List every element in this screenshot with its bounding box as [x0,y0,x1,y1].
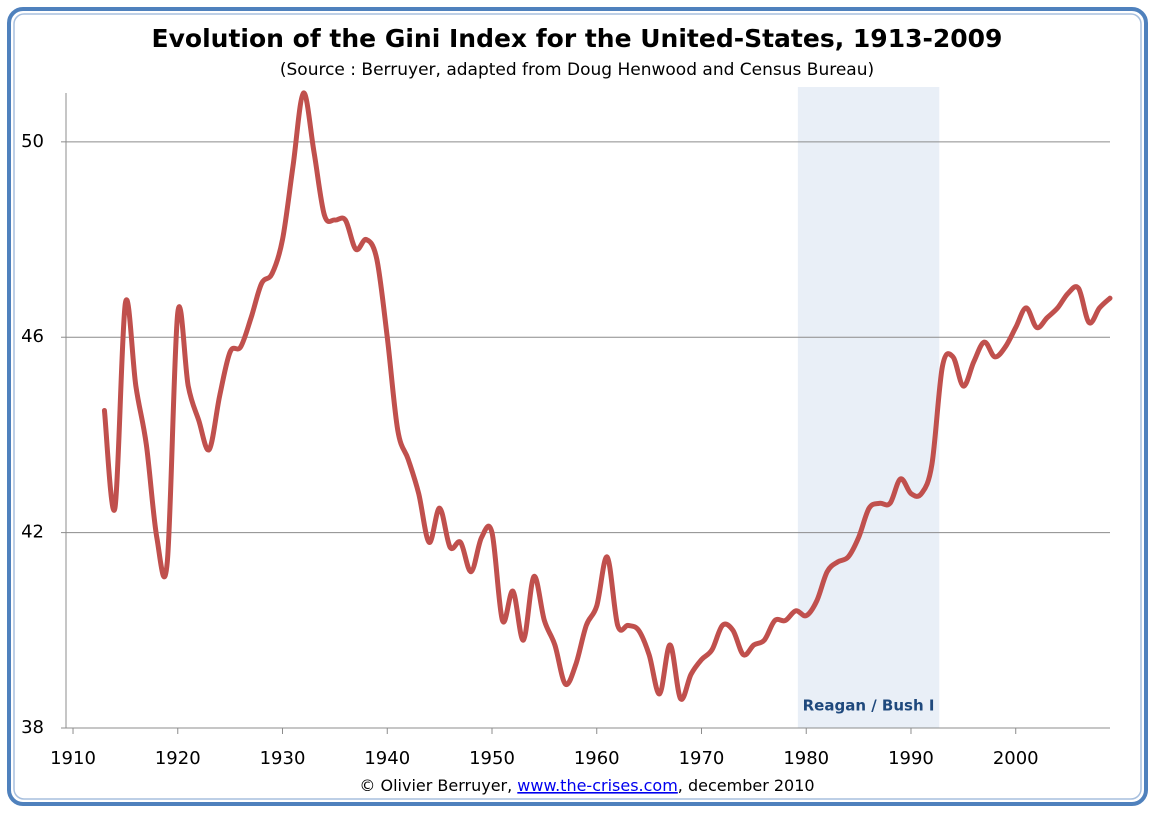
chart-subtitle: (Source : Berruyer, adapted from Doug He… [280,60,874,80]
frame [7,7,1148,806]
y-tick-label: 38 [21,717,44,738]
x-tick-label: 1980 [783,748,829,769]
x-tick-label: 1960 [574,748,620,769]
data-line [101,90,1113,702]
x-tick-label: 1920 [155,748,201,769]
frame-inner [13,13,1142,800]
x-tick-label: 1930 [260,748,306,769]
plot: Reagan / Bush I 38 42 46 50 1910 1920 1930 1940 1… [21,87,1113,769]
y-tick-label: 42 [21,522,44,543]
shade-band [797,87,940,728]
chart-title: Evolution of the Gini Index for the Unit… [152,24,1003,53]
footer-text: © Olivier Berruyer, [359,776,517,795]
y-tick-label: 46 [21,326,44,347]
footer-link[interactable]: www.the-crises.com [517,776,678,795]
footer-text: , december 2010 [678,776,815,795]
x-tick-label: 1950 [469,748,515,769]
y-tick-label: 50 [21,131,44,152]
x-tick-label: 1910 [50,748,96,769]
x-tick-label: 2000 [993,748,1039,769]
shade-label: Reagan / Bush I [803,697,935,715]
x-tick-label: 1940 [364,748,410,769]
footer: © Olivier Berruyer, www.the-crises.com, … [359,776,814,795]
x-tick-label: 1970 [679,748,725,769]
x-tick-label: 1990 [888,748,934,769]
